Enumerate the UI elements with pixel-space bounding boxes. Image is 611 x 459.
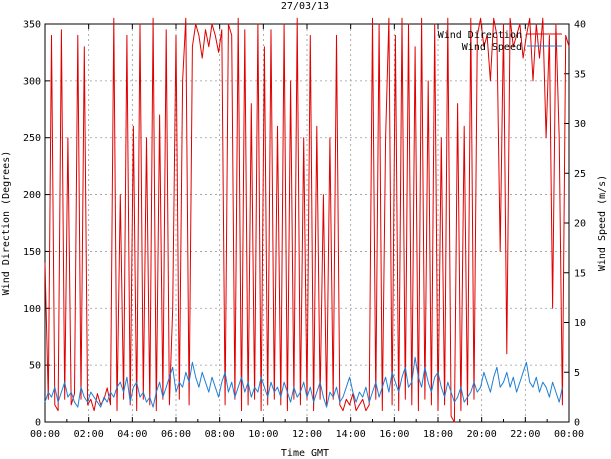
- axis-ticks: 00:00 02:00 04:00 06:00 08:00 10:00 12:00 14:00…: [23, 20, 586, 441]
- x-tick-label: 00:00: [30, 429, 60, 440]
- y-left-tick-label: 0: [35, 418, 41, 429]
- y-right-tick-label: 35: [574, 69, 586, 80]
- y-left-tick-label: 250: [23, 133, 41, 144]
- grid-lines: [45, 23, 569, 422]
- y-left-tick-label: 100: [23, 304, 41, 315]
- series-wind-speed-line: [44, 356, 563, 408]
- y-right-tick-label: 20: [574, 219, 586, 230]
- x-tick-label: 00:00: [554, 429, 584, 440]
- y-right-tick-label: 25: [574, 169, 586, 180]
- y-axis-label-right: Wind Speed (m/s): [597, 175, 608, 271]
- x-tick-label: 20:00: [467, 429, 497, 440]
- x-tick-label: 22:00: [510, 429, 540, 440]
- y-left-tick-label: 300: [23, 76, 41, 87]
- y-left-tick-label: 350: [23, 20, 41, 31]
- x-tick-label: 16:00: [379, 429, 409, 440]
- x-tick-label: 14:00: [336, 429, 366, 440]
- y-axis-label-left: Wind Direction (Degrees): [1, 151, 12, 296]
- legend-label-wind-speed: Wind Speed: [462, 42, 522, 53]
- x-tick-label: 02:00: [74, 429, 104, 440]
- x-tick-label: 04:00: [117, 429, 147, 440]
- y-left-tick-label: 200: [23, 190, 41, 201]
- series-wind-direction-line: [44, 17, 570, 423]
- legend: Wind Direction Wind Speed: [438, 30, 562, 53]
- y-right-tick-label: 0: [574, 418, 580, 429]
- x-axis-label: Time GMT: [281, 448, 329, 459]
- legend-label-wind-direction: Wind Direction: [438, 30, 522, 41]
- x-tick-label: 18:00: [423, 429, 453, 440]
- y-right-tick-label: 15: [574, 268, 586, 279]
- x-tick-label: 06:00: [161, 429, 191, 440]
- y-left-tick-label: 50: [29, 361, 41, 372]
- x-tick-label: 08:00: [205, 429, 235, 440]
- chart-title: 27/03/13: [281, 1, 329, 12]
- x-tick-label: 10:00: [248, 429, 278, 440]
- series-lines: [44, 17, 570, 423]
- y-right-tick-label: 5: [574, 368, 580, 379]
- y-left-tick-label: 150: [23, 247, 41, 258]
- y-right-tick-label: 30: [574, 119, 586, 130]
- y-right-tick-label: 10: [574, 318, 586, 329]
- y-right-tick-label: 40: [574, 20, 586, 31]
- x-tick-label: 12:00: [292, 429, 322, 440]
